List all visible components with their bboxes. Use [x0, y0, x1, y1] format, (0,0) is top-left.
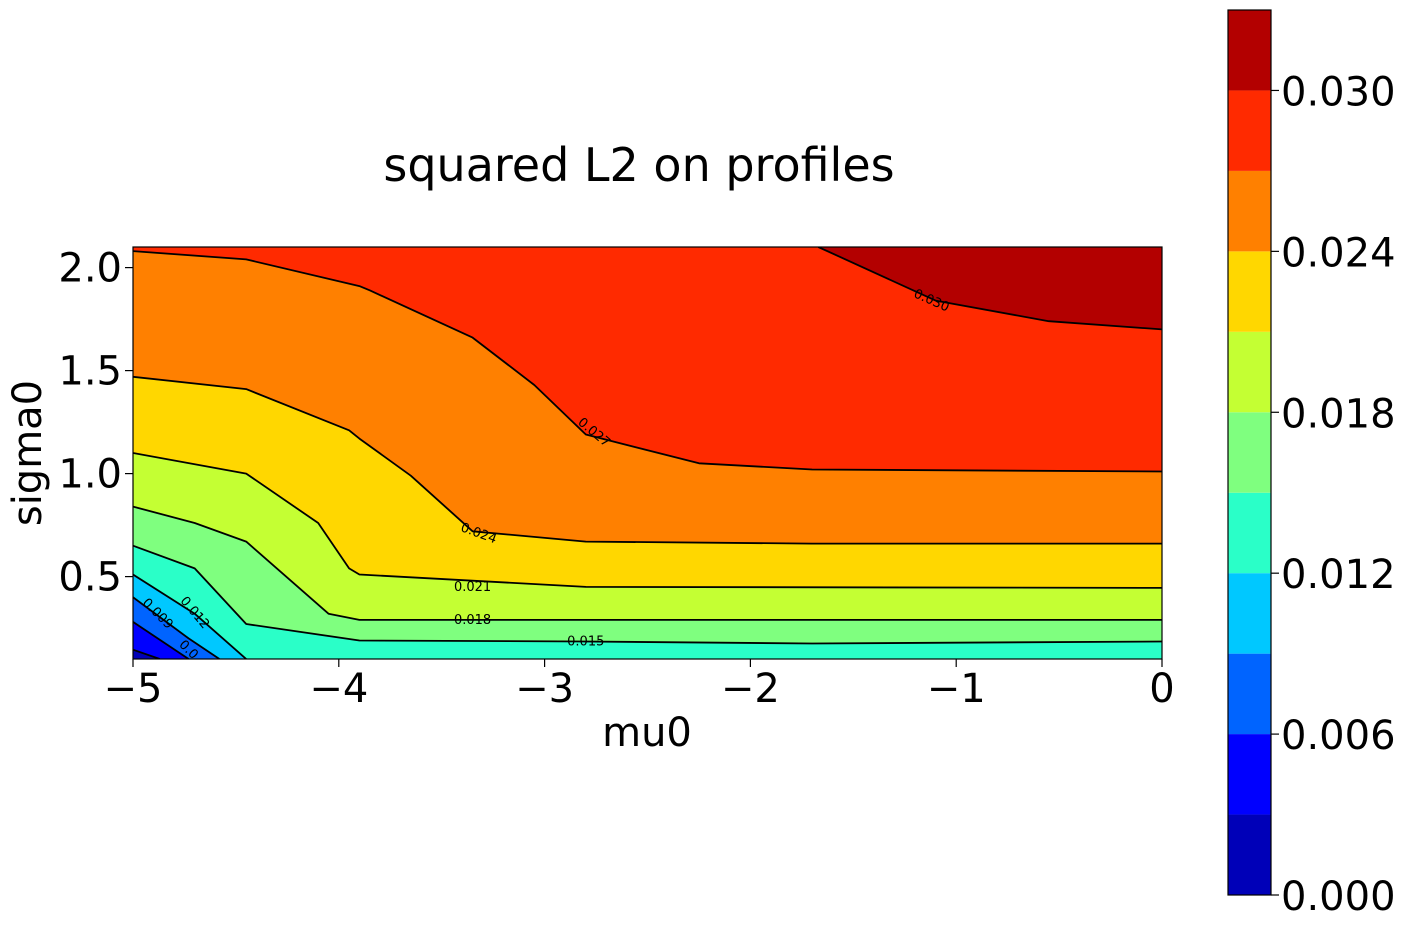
contour-line-0.006 [133, 621, 190, 659]
colorbar-tick-label: 0.018 [1281, 391, 1396, 437]
x-axis-ticks: −5 −4 −3 −2 −1 0 [104, 659, 1175, 712]
x-tick-label: −1 [927, 666, 986, 712]
colorbar-ticks: 0.000 0.006 0.012 0.018 0.024 0.030 [1271, 69, 1396, 920]
colorbar-frame [1227, 9, 1272, 896]
colorbar-segment [1228, 734, 1271, 815]
contour-band-9 [133, 247, 1162, 472]
colorbar-segment [1228, 331, 1271, 413]
contour-line-0.009 [133, 596, 220, 659]
x-axis-label: mu0 [602, 710, 692, 756]
contour-lines [133, 247, 1162, 659]
contour-line-0.012 [133, 573, 247, 659]
y-tick-label: 2.0 [58, 246, 122, 292]
y-tick-label: 1.0 [58, 452, 122, 498]
x-tick-label: −5 [104, 666, 163, 712]
chart-title: squared L2 on profiles [383, 138, 894, 192]
y-axis-ticks: 0.5 1.0 1.5 2.0 [58, 246, 133, 601]
contour-line-0.021 [133, 452, 1162, 589]
plot-frame [132, 246, 1163, 660]
contour-line-0.024 [133, 375, 1162, 545]
contour-label: 0.018 [454, 613, 491, 628]
x-tick-label: −3 [515, 666, 574, 712]
x-tick-label: −2 [721, 666, 780, 712]
colorbar-segment [1228, 10, 1271, 91]
y-tick-label: 1.5 [58, 349, 122, 395]
contour-band-10 [818, 247, 1162, 330]
contour-line-0.027 [133, 250, 1162, 473]
colorbar-tick-label: 0.012 [1281, 552, 1396, 598]
colorbar-segment [1228, 90, 1271, 171]
y-tick-label: 0.5 [58, 555, 122, 601]
contour-label: 0.015 [567, 634, 604, 649]
filled-contour-bands [133, 247, 1162, 659]
colorbar-segment [1228, 412, 1271, 493]
colorbar-segment [1228, 492, 1271, 574]
colorbar-segment [1228, 653, 1271, 735]
contour-line-0.015 [133, 544, 1162, 645]
contour-line-0.018 [133, 505, 1162, 621]
colorbar-tick-label: 0.006 [1281, 713, 1396, 759]
contour-label: 0.021 [454, 580, 491, 595]
y-axis-label: sigma0 [5, 380, 51, 526]
colorbar [1227, 9, 1272, 896]
colorbar-segment [1228, 814, 1271, 895]
colorbar-tick-label: 0.024 [1281, 230, 1396, 276]
colorbar-segment [1228, 170, 1271, 252]
contour-line-0.003 [133, 648, 161, 659]
colorbar-segment [1228, 251, 1271, 332]
colorbar-segment [1228, 573, 1271, 654]
colorbar-tick-label: 0.000 [1281, 874, 1396, 920]
x-tick-label: −4 [309, 666, 368, 712]
colorbar-tick-label: 0.030 [1281, 69, 1396, 115]
x-tick-label: 0 [1149, 666, 1174, 712]
contour-line-0.03 [817, 247, 1162, 331]
